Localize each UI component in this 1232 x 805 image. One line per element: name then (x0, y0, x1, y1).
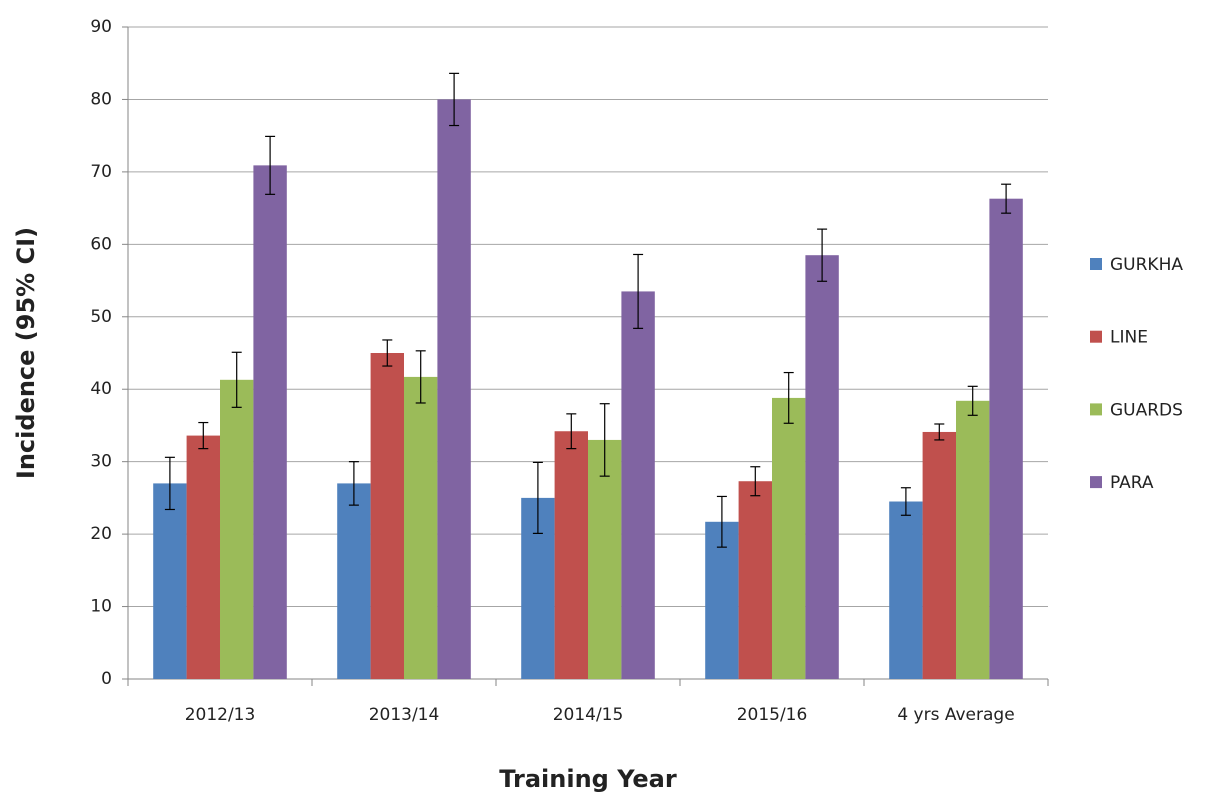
bar (153, 483, 187, 679)
bar (253, 165, 287, 679)
bar (956, 400, 990, 679)
y-tick-label: 30 (90, 452, 112, 472)
bar (554, 431, 588, 679)
bar (705, 521, 739, 679)
bar (588, 439, 622, 679)
legend-swatch (1090, 476, 1102, 489)
y-tick-label: 50 (90, 307, 112, 327)
bar (772, 397, 806, 679)
x-tick-label: 2014/15 (553, 705, 624, 725)
y-tick-label: 0 (101, 669, 112, 689)
bar (220, 379, 254, 679)
legend-label: PARA (1110, 473, 1154, 493)
legend-swatch (1090, 330, 1102, 343)
y-tick-label: 40 (90, 379, 112, 399)
bar (889, 501, 923, 679)
bar (370, 353, 404, 679)
y-tick-label: 90 (90, 17, 112, 37)
x-axis-title: Training Year (499, 765, 677, 793)
legend-swatch (1090, 403, 1102, 416)
y-tick-label: 70 (90, 162, 112, 182)
x-tick-label: 2013/14 (369, 705, 440, 725)
x-tick-label: 2012/13 (185, 705, 256, 725)
y-tick-label: 20 (90, 524, 112, 544)
legend-label: LINE (1110, 328, 1148, 348)
bar (337, 483, 371, 679)
bar (805, 255, 839, 679)
y-tick-label: 10 (90, 597, 112, 617)
legend-swatch (1090, 258, 1102, 270)
x-tick-label: 2015/16 (737, 705, 808, 725)
bar (989, 198, 1023, 679)
bar (922, 431, 956, 679)
legend-label: GUARDS (1110, 400, 1183, 420)
y-axis-title: Incidence (95% CI) (12, 227, 40, 479)
bar (621, 291, 655, 679)
y-tick-label: 80 (90, 89, 112, 109)
bar (738, 481, 772, 679)
legend-label: GURKHA (1110, 255, 1183, 275)
bar (437, 99, 471, 679)
x-tick-label: 4 yrs Average (897, 705, 1014, 725)
bar (404, 376, 438, 679)
bar (186, 435, 220, 679)
y-tick-label: 60 (90, 234, 112, 254)
